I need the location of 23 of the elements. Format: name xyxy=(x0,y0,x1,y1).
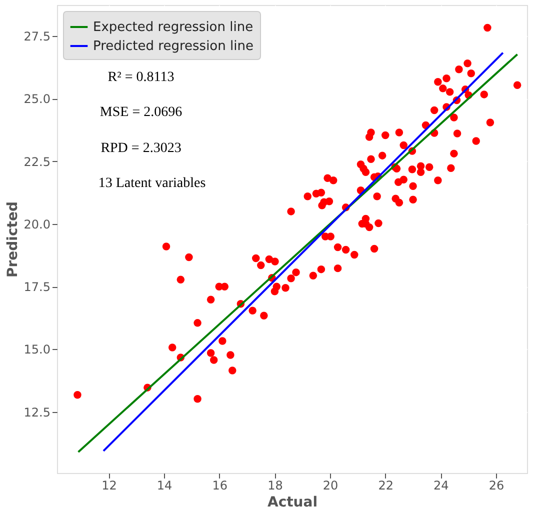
y-tick-label: 27.5 xyxy=(24,30,50,44)
legend-label: Predicted regression line xyxy=(93,39,254,54)
y-tick-label: 22.5 xyxy=(24,154,50,169)
annotation: R² = 0.8113 xyxy=(108,70,174,85)
y-tick-label: 20.0 xyxy=(24,217,50,232)
legend-label: Expected regression line xyxy=(93,20,254,35)
x-tick-label: 26 xyxy=(488,478,504,492)
annotation: MSE = 2.0696 xyxy=(100,105,182,120)
x-tick-label: 12 xyxy=(102,478,117,492)
y-tick-label: 25.0 xyxy=(24,92,50,106)
y-tick-label: 17.5 xyxy=(24,280,50,294)
x-tick-label: 24 xyxy=(434,478,449,492)
x-tick-label: 14 xyxy=(156,478,172,492)
x-axis-title: Actual xyxy=(267,494,318,510)
y-tick-label: 15.0 xyxy=(24,342,50,357)
x-tick-label: 18 xyxy=(268,478,283,492)
x-tick-label: 16 xyxy=(212,478,228,492)
y-axis-title: Predicted xyxy=(4,202,21,278)
y-tick-label: 12.5 xyxy=(24,405,50,420)
annotation: 13 Latent variables xyxy=(98,176,206,191)
annotation: RPD = 2.3023 xyxy=(100,141,182,156)
x-tick-label: 22 xyxy=(378,478,394,492)
x-tick-label: 20 xyxy=(322,478,338,492)
